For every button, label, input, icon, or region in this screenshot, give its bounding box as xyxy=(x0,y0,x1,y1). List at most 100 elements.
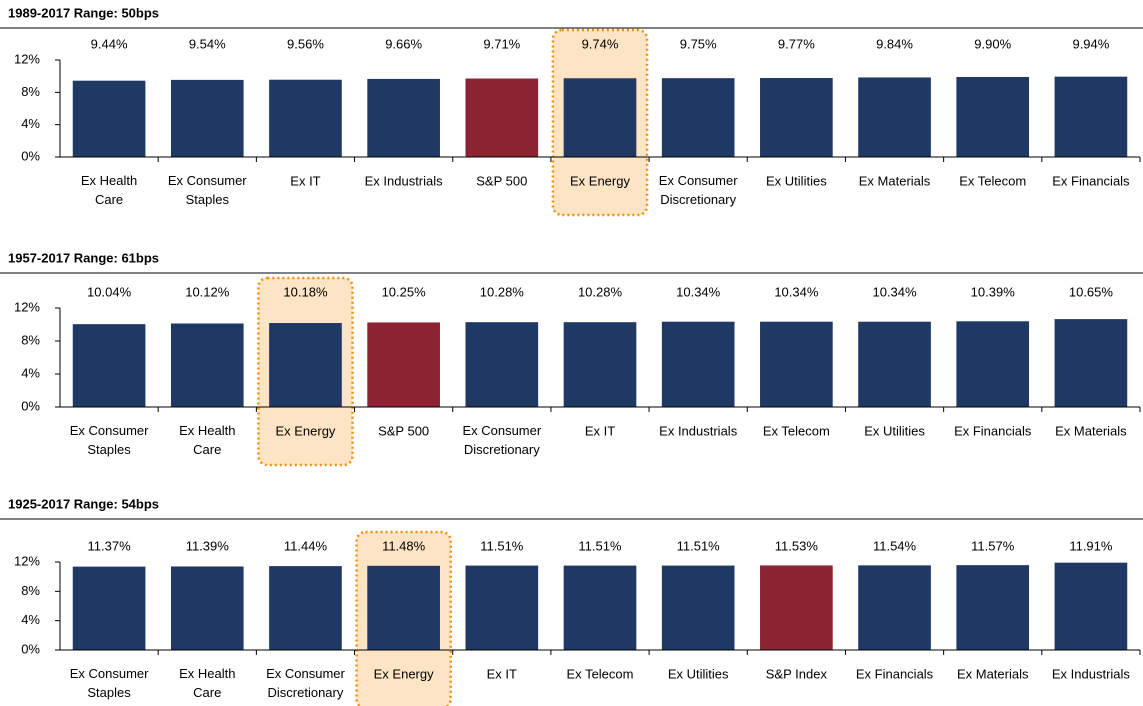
value-label: 9.71% xyxy=(483,36,520,51)
value-label: 10.34% xyxy=(676,284,721,299)
bar xyxy=(563,322,637,407)
y-tick-label: 12% xyxy=(14,51,40,66)
value-label: 9.75% xyxy=(680,36,717,51)
x-tick-label: Ex Health Care xyxy=(179,423,235,457)
x-tick-label: Ex Consumer Discretionary xyxy=(462,423,541,457)
bar xyxy=(72,566,146,650)
bar xyxy=(269,566,342,650)
bar xyxy=(367,78,440,157)
bar xyxy=(858,565,931,650)
x-tick-label: Ex Materials xyxy=(1055,423,1127,438)
value-label: 10.28% xyxy=(578,284,623,299)
x-tick-label: Ex Consumer Staples xyxy=(168,173,247,207)
value-label: 11.44% xyxy=(284,538,328,553)
value-label: 11.53% xyxy=(775,538,819,553)
value-label: 10.04% xyxy=(87,284,132,299)
y-tick-label: 0% xyxy=(21,641,40,656)
x-tick-label: Ex Consumer Discretionary xyxy=(659,173,738,207)
value-label: 11.57% xyxy=(971,538,1015,553)
value-label: 11.51% xyxy=(578,538,622,553)
x-tick-label: Ex Consumer Staples xyxy=(70,423,149,457)
bar xyxy=(465,78,539,157)
y-tick-label: 12% xyxy=(14,553,40,568)
y-tick-label: 0% xyxy=(21,398,40,413)
value-label: 9.84% xyxy=(876,36,913,51)
bar xyxy=(1054,76,1128,157)
bar xyxy=(661,565,735,650)
bar xyxy=(563,78,637,157)
x-tick-label: Ex Materials xyxy=(957,666,1029,681)
x-tick-label: Ex Energy xyxy=(570,173,630,188)
bar xyxy=(760,321,833,407)
bar xyxy=(72,324,146,407)
value-label: 9.94% xyxy=(1072,36,1109,51)
value-label: 11.39% xyxy=(186,538,230,553)
x-tick-label: Ex Utilities xyxy=(864,423,925,438)
x-tick-label: Ex Telecom xyxy=(959,173,1026,188)
y-tick-label: 4% xyxy=(21,612,40,627)
bar xyxy=(269,323,342,407)
bar xyxy=(1054,562,1128,650)
x-tick-label: Ex IT xyxy=(487,666,517,681)
value-label: 9.66% xyxy=(385,36,422,51)
y-tick-label: 8% xyxy=(21,583,40,598)
y-tick-label: 4% xyxy=(21,365,40,380)
x-tick-label: Ex Industrials xyxy=(365,173,444,188)
x-tick-label: Ex Consumer Discretionary xyxy=(266,666,345,700)
x-tick-label: Ex Financials xyxy=(856,666,934,681)
x-tick-label: Ex Health Care xyxy=(81,173,137,207)
bar xyxy=(367,322,440,407)
bar xyxy=(1054,319,1128,407)
bar xyxy=(661,321,735,407)
bar xyxy=(465,322,539,407)
value-label: 10.25% xyxy=(382,284,427,299)
bar xyxy=(367,565,440,650)
value-label: 9.54% xyxy=(189,36,226,51)
x-tick-label: Ex IT xyxy=(585,423,615,438)
value-label: 11.37% xyxy=(88,538,132,553)
x-tick-label: Ex Utilities xyxy=(766,173,827,188)
y-tick-label: 12% xyxy=(14,299,40,314)
x-tick-label: S&P 500 xyxy=(476,173,527,188)
chart-title: 1957-2017 Range: 61bps xyxy=(8,250,159,265)
bar xyxy=(170,79,244,157)
value-label: 9.44% xyxy=(91,36,128,51)
x-tick-label: Ex Health Care xyxy=(179,666,235,700)
x-tick-label: Ex Utilities xyxy=(668,666,729,681)
bar xyxy=(760,565,833,650)
x-tick-label: Ex Financials xyxy=(954,423,1032,438)
x-tick-label: Ex Financials xyxy=(1052,173,1130,188)
x-tick-label: Ex Industrials xyxy=(659,423,738,438)
value-label: 10.65% xyxy=(1069,284,1114,299)
x-tick-label: Ex Energy xyxy=(275,423,335,438)
bar xyxy=(170,566,244,650)
value-label: 10.39% xyxy=(971,284,1016,299)
bar xyxy=(956,76,1030,157)
bar xyxy=(956,565,1030,650)
value-label: 11.51% xyxy=(677,538,721,553)
value-label: 10.34% xyxy=(774,284,819,299)
x-tick-label: S&P Index xyxy=(766,666,828,681)
value-label: 11.91% xyxy=(1069,538,1113,553)
bar xyxy=(858,321,931,407)
value-label: 9.74% xyxy=(582,36,619,51)
value-label: 10.34% xyxy=(872,284,917,299)
x-tick-label: Ex IT xyxy=(290,173,320,188)
y-tick-label: 4% xyxy=(21,116,40,131)
x-tick-label: Ex Consumer Staples xyxy=(70,666,149,700)
y-tick-label: 0% xyxy=(21,148,40,163)
bar xyxy=(858,77,931,157)
bar xyxy=(170,323,244,407)
x-tick-label: Ex Industrials xyxy=(1052,666,1131,681)
x-tick-label: Ex Telecom xyxy=(567,666,634,681)
bar xyxy=(956,321,1030,407)
bar xyxy=(760,78,833,157)
value-label: 11.48% xyxy=(382,538,426,553)
value-label: 9.56% xyxy=(287,36,324,51)
value-label: 10.12% xyxy=(185,284,230,299)
bar xyxy=(661,78,735,157)
x-tick-label: S&P 500 xyxy=(378,423,429,438)
value-label: 11.54% xyxy=(873,538,917,553)
value-label: 11.51% xyxy=(480,538,524,553)
chart-title: 1925-2017 Range: 54bps xyxy=(8,496,159,511)
